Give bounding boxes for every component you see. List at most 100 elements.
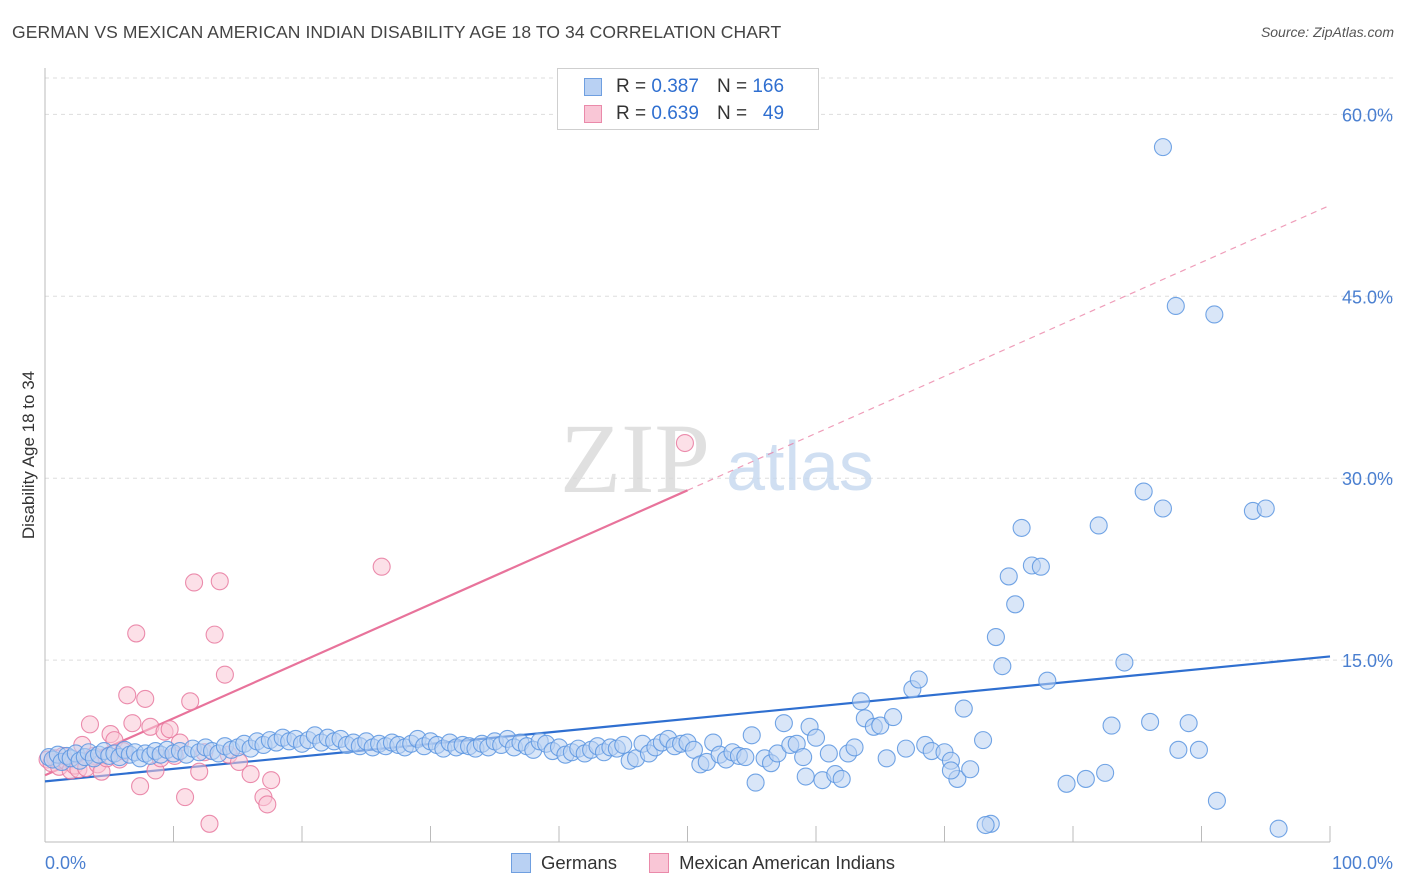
data-point	[215, 665, 234, 684]
data-point	[1189, 740, 1208, 759]
x-tick-label: 0.0%	[45, 853, 86, 873]
series-swatch-germans	[510, 853, 531, 873]
data-point	[877, 749, 896, 768]
legend-r-value-germans: 0.387	[651, 76, 699, 97]
source-credit: Source: ZipAtlas.com	[1260, 24, 1394, 40]
data-point	[1031, 557, 1050, 576]
data-point	[973, 731, 993, 750]
legend-n-label: N =	[716, 76, 748, 97]
data-point	[1006, 595, 1025, 614]
grid-lines	[45, 77, 1395, 661]
data-point	[986, 628, 1005, 647]
data-point	[954, 699, 973, 718]
data-point	[736, 748, 755, 767]
data-point	[961, 760, 980, 779]
data-point	[372, 557, 391, 576]
chart-title: GERMAN VS MEXICAN AMERICAN INDIAN DISABI…	[12, 22, 782, 42]
data-point	[1256, 499, 1275, 518]
data-point	[768, 744, 787, 763]
data-point	[806, 728, 826, 747]
data-point	[884, 708, 903, 727]
data-point	[1096, 763, 1115, 782]
data-point	[851, 692, 871, 711]
data-point	[832, 769, 851, 788]
correlation-legend: R = 0.387 N = 166 R = 0.639 N = 49	[557, 68, 819, 130]
data-point	[774, 714, 793, 733]
tick-labels: 15.0% 30.0% 45.0% 60.0% 0.0% 100.0%	[45, 105, 1393, 873]
watermark-zip: ZIP	[560, 403, 710, 514]
legend-swatch-mexican-american-indians	[584, 105, 602, 123]
trend-line-germans	[44, 655, 1331, 783]
series-swatch-mexican-american-indians	[649, 853, 670, 873]
data-point	[1207, 791, 1226, 810]
data-point	[1134, 482, 1153, 501]
series-legend-germans[interactable]: Germans	[510, 852, 618, 874]
data-point	[1115, 653, 1134, 672]
data-point	[241, 765, 260, 784]
data-point	[845, 738, 864, 757]
data-point	[205, 625, 224, 644]
legend-swatch-germans	[584, 78, 602, 96]
data-point	[1038, 671, 1057, 690]
watermark-atlas: atlas	[726, 427, 874, 505]
legend-row-germans: R = 0.387 N = 166	[584, 74, 784, 100]
legend-r-label: R =	[616, 103, 647, 124]
data-point	[127, 624, 146, 643]
data-point	[258, 795, 277, 814]
legend-n-value-mexican-american-indians: 49	[762, 103, 785, 124]
series-germans	[39, 138, 1288, 838]
data-point	[185, 573, 204, 592]
data-point	[190, 762, 209, 781]
y-tick-label: 30.0%	[1342, 469, 1393, 489]
series-legend-mexican-american-indians[interactable]: Mexican American Indians	[649, 852, 895, 874]
legend-r-label: R =	[616, 76, 647, 97]
y-tick-label: 45.0%	[1342, 287, 1393, 307]
data-point	[1166, 296, 1185, 316]
data-point	[1179, 714, 1198, 733]
legend-n-label: N =	[716, 103, 748, 124]
legend-n-value-germans: 166	[752, 76, 785, 97]
data-point	[181, 692, 200, 711]
data-point	[1153, 499, 1172, 518]
data-point	[1076, 769, 1095, 788]
legend-row-mexican-american-indians: R = 0.639 N = 49	[584, 101, 784, 127]
data-point	[80, 715, 100, 734]
data-point	[1205, 305, 1224, 324]
data-point	[993, 657, 1012, 676]
data-point	[871, 716, 890, 735]
data-point	[796, 767, 815, 786]
data-point	[819, 744, 838, 763]
data-point	[1269, 819, 1288, 838]
watermark: ZIP atlas	[560, 403, 874, 514]
data-point	[1141, 712, 1160, 731]
data-point	[896, 739, 916, 758]
data-point	[210, 572, 229, 591]
data-point	[200, 814, 219, 833]
data-point	[160, 720, 179, 739]
data-point	[1102, 716, 1121, 735]
legend-r-value-mexican-american-indians: 0.639	[651, 103, 699, 124]
data-point	[1057, 774, 1076, 793]
data-point	[118, 686, 137, 705]
data-point	[614, 735, 633, 755]
y-tick-label: 60.0%	[1342, 105, 1393, 125]
axes	[44, 68, 1331, 843]
data-point	[262, 771, 281, 790]
y-axis-label: Disability Age 18 to 34	[19, 371, 38, 539]
data-point	[1089, 516, 1108, 535]
data-point	[794, 748, 813, 767]
data-point	[1153, 138, 1172, 157]
data-point	[742, 726, 761, 745]
series-label-germans: Germans	[540, 852, 618, 873]
data-point	[176, 788, 195, 807]
data-point	[941, 761, 960, 780]
data-point	[136, 689, 155, 708]
data-point	[675, 433, 694, 453]
data-points	[38, 138, 1288, 838]
x-tick-label: 100.0%	[1332, 853, 1393, 873]
data-point	[1012, 518, 1031, 537]
y-tick-label: 15.0%	[1342, 651, 1393, 671]
data-point	[999, 567, 1018, 586]
trend-line-mexican-american-indians-dashed	[687, 204, 1331, 491]
